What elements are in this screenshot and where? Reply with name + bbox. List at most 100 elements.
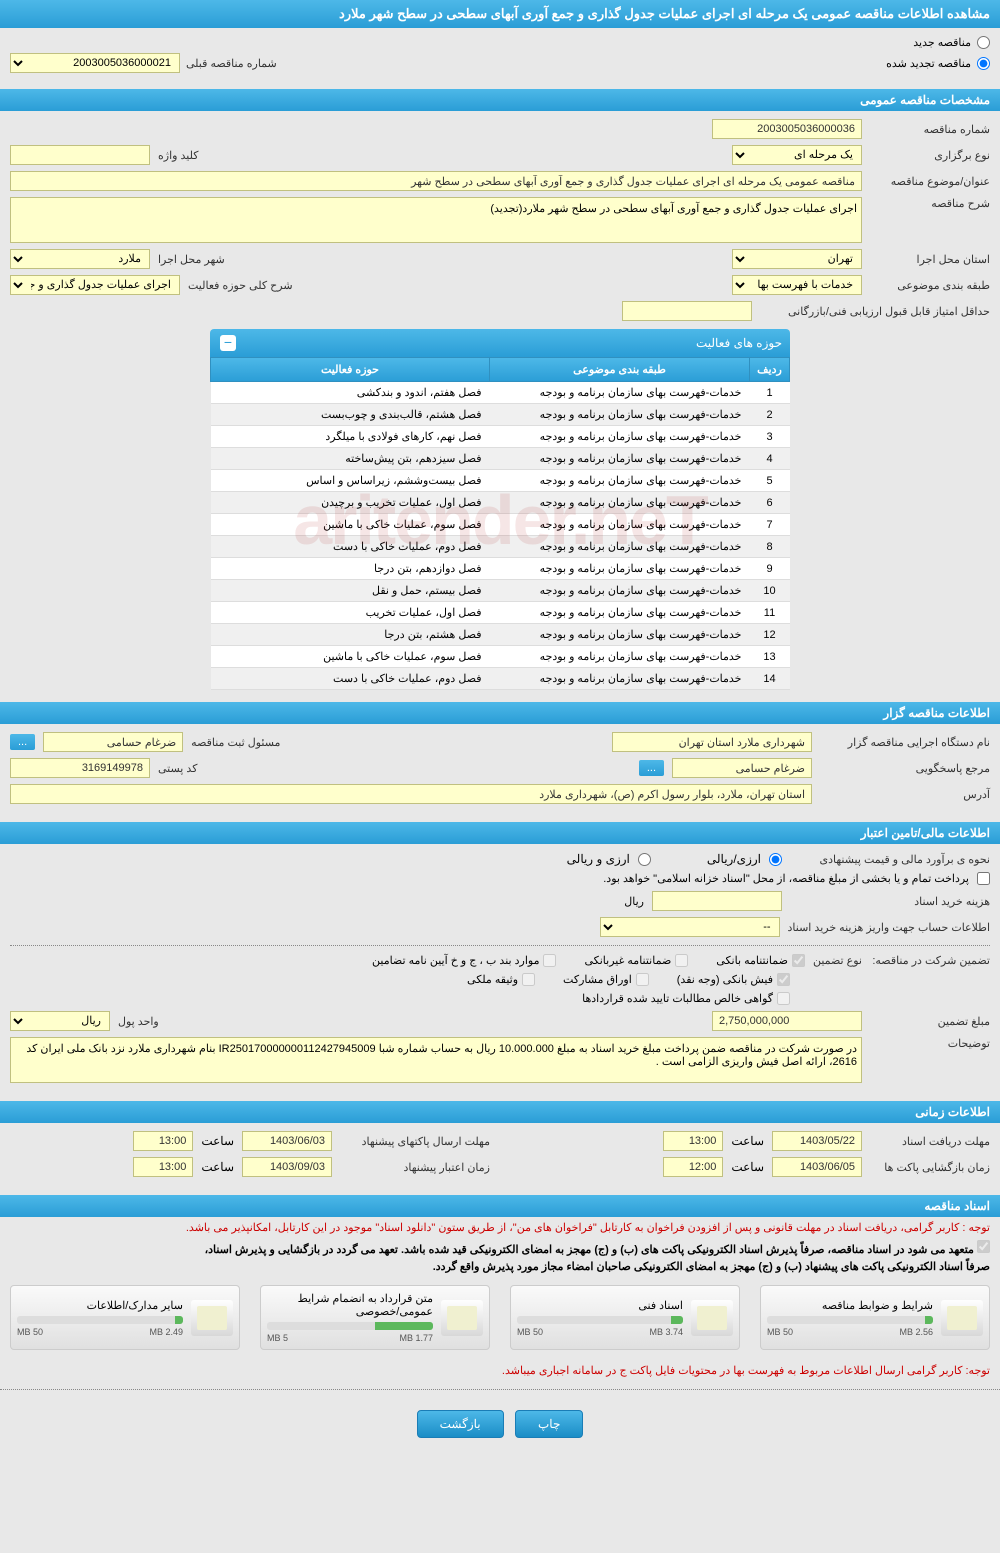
radio-renewed-tender[interactable] <box>977 57 990 70</box>
cb-net-recv[interactable] <box>777 992 790 1005</box>
radio-new-tender[interactable] <box>977 36 990 49</box>
tender-no-input[interactable] <box>712 119 862 139</box>
submit-label: مهلت ارسال پاکتهای پیشنهاد <box>340 1135 490 1148</box>
table-row: 10خدمات-فهرست بهای سازمان برنامه و بودجه… <box>211 580 790 602</box>
validity-time[interactable] <box>133 1157 193 1177</box>
title-input[interactable] <box>10 171 862 191</box>
table-row: 6خدمات-فهرست بهای سازمان برنامه و بودجهف… <box>211 492 790 514</box>
label-renewed-tender: مناقصه تجدید شده <box>886 57 971 70</box>
lbl-property: وثیقه ملکی <box>467 973 518 986</box>
currency-label: واحد پول <box>118 1015 159 1028</box>
currency-select[interactable]: ریال <box>10 1011 110 1031</box>
city-label: شهر محل اجرا <box>158 253 225 266</box>
address-input[interactable] <box>10 784 812 804</box>
holding-type-label: نوع برگزاری <box>870 149 990 162</box>
submit-time[interactable] <box>133 1131 193 1151</box>
desc-label: شرح مناقصه <box>870 197 990 210</box>
response-input[interactable] <box>672 758 812 778</box>
prev-number-label: شماره مناقصه قبلی <box>186 57 277 70</box>
validity-label: زمان اعتبار پیشنهاد <box>340 1161 490 1174</box>
response-label: مرجع پاسخگویی <box>820 762 990 775</box>
file-block[interactable]: شرایط و ضوابط مناقصه2.56 MB50 MB <box>760 1285 990 1350</box>
guarantee-amount-input[interactable] <box>712 1011 862 1031</box>
activities-table: ردیف طبقه بندی موضوعی حوزه فعالیت 1خدمات… <box>210 357 790 690</box>
cb-note2 <box>977 1240 990 1253</box>
collapse-icon[interactable]: − <box>220 335 236 351</box>
folder-icon <box>691 1300 733 1336</box>
file-block[interactable]: اسناد فنی3.74 MB50 MB <box>510 1285 740 1350</box>
table-row: 4خدمات-فهرست بهای سازمان برنامه و بودجهف… <box>211 448 790 470</box>
file-title: سایر مدارک/اطلاعات <box>17 1299 183 1312</box>
receive-time[interactable] <box>663 1131 723 1151</box>
prev-number-select[interactable]: 2003005036000021 <box>10 53 180 73</box>
page-title: مشاهده اطلاعات مناقصه عمومی یک مرحله ای … <box>0 0 1000 28</box>
guarantee-amount-label: مبلغ تضمین <box>870 1015 990 1028</box>
reg-officer-label: مسئول ثبت مناقصه <box>191 736 280 749</box>
back-button[interactable]: بازگشت <box>417 1410 504 1438</box>
file-block[interactable]: سایر مدارک/اطلاعات2.49 MB50 MB <box>10 1285 240 1350</box>
activity-scope-select[interactable]: اجرای عملیات جدول گذاری و جمع آوری آبهای <box>10 275 180 295</box>
file-size: 2.56 MB <box>899 1327 933 1337</box>
lbl-nonbank: ضمانتنامه غیربانکی <box>584 954 671 967</box>
section-time: اطلاعات زمانی <box>0 1101 1000 1123</box>
cb-bonds[interactable] <box>636 973 649 986</box>
keyword-input[interactable] <box>10 145 150 165</box>
note-2a: متعهد می شود در اسناد مناقصه، صرفاً پذیر… <box>0 1238 1000 1258</box>
receive-label: مهلت دریافت اسناد <box>870 1135 990 1148</box>
city-select[interactable]: ملارد <box>10 249 150 269</box>
submit-date[interactable] <box>242 1131 332 1151</box>
doc-fee-unit: ریال <box>624 895 644 908</box>
folder-icon <box>441 1300 483 1336</box>
min-score-input[interactable] <box>622 301 752 321</box>
province-select[interactable]: تهران <box>732 249 862 269</box>
reg-officer-input[interactable] <box>43 732 183 752</box>
print-button[interactable]: چاپ <box>515 1410 583 1438</box>
time-label-4: ساعت <box>201 1160 234 1174</box>
lbl-bank-receipt: فیش بانکی (وجه نقد) <box>677 973 773 986</box>
cb-bank-guarantee[interactable] <box>792 954 805 967</box>
guarantee-type-label: نوع تضمین <box>813 954 862 967</box>
label-arzi-va-riali: ارزی و ریالی <box>567 852 630 866</box>
file-max: 5 MB <box>267 1333 288 1343</box>
checkbox-payment-note[interactable] <box>977 872 990 885</box>
category-select[interactable]: خدمات با فهرست بها <box>732 275 862 295</box>
validity-date[interactable] <box>242 1157 332 1177</box>
title-label: عنوان/موضوع مناقصه <box>870 175 990 188</box>
file-max: 50 MB <box>17 1327 43 1337</box>
desc-textarea[interactable]: اجرای عملیات جدول گذاری و جمع آوری آبهای… <box>10 197 862 243</box>
label-new-tender: مناقصه جدید <box>913 36 971 49</box>
table-row: 13خدمات-فهرست بهای سازمان برنامه و بودجه… <box>211 646 790 668</box>
receive-date[interactable] <box>772 1131 862 1151</box>
guarantee-desc-textarea[interactable]: در صورت شرکت در مناقصه ضمن پرداخت مبلغ خ… <box>10 1037 862 1083</box>
lbl-items-bjh: موارد بند ب ، ج و خ آیین نامه تضامین <box>372 954 539 967</box>
note-2b: صرفاً اسناد الکترونیکی پاکت های پیشنهاد … <box>0 1258 1000 1275</box>
reg-officer-btn[interactable]: ... <box>10 734 35 750</box>
file-max: 50 MB <box>517 1327 543 1337</box>
folder-icon <box>941 1300 983 1336</box>
section-tenderer: اطلاعات مناقصه گزار <box>0 702 1000 724</box>
open-label: زمان بازگشایی پاکت ها <box>870 1161 990 1174</box>
table-row: 12خدمات-فهرست بهای سازمان برنامه و بودجه… <box>211 624 790 646</box>
min-score-label: حداقل امتیاز قابل قبول ارزیابی فنی/بازرگ… <box>760 305 990 318</box>
open-date[interactable] <box>772 1157 862 1177</box>
table-row: 7خدمات-فهرست بهای سازمان برنامه و بودجهف… <box>211 514 790 536</box>
holding-type-select[interactable]: یک مرحله ای <box>732 145 862 165</box>
label-arzi-riali: ارزی/ریالی <box>707 852 761 866</box>
table-row: 2خدمات-فهرست بهای سازمان برنامه و بودجهف… <box>211 404 790 426</box>
radio-arzi-va-riali[interactable] <box>638 853 651 866</box>
cb-items-bjh[interactable] <box>543 954 556 967</box>
postal-input[interactable] <box>10 758 150 778</box>
file-title: متن قرارداد به انضمام شرایط عمومی/خصوصی <box>267 1292 433 1318</box>
cb-nonbank[interactable] <box>675 954 688 967</box>
guarantee-group-label: تضمین شرکت در مناقصه: <box>870 954 990 967</box>
cb-property[interactable] <box>522 973 535 986</box>
org-input[interactable] <box>612 732 812 752</box>
open-time[interactable] <box>663 1157 723 1177</box>
account-select[interactable]: -- <box>600 917 780 937</box>
file-block[interactable]: متن قرارداد به انضمام شرایط عمومی/خصوصی1… <box>260 1285 490 1350</box>
response-btn[interactable]: ... <box>639 760 664 776</box>
note-3: توجه: کاربر گرامی ارسال اطلاعات مربوط به… <box>0 1360 1000 1381</box>
cb-bank-receipt[interactable] <box>777 973 790 986</box>
doc-fee-input[interactable] <box>652 891 782 911</box>
radio-arzi-riali[interactable] <box>769 853 782 866</box>
